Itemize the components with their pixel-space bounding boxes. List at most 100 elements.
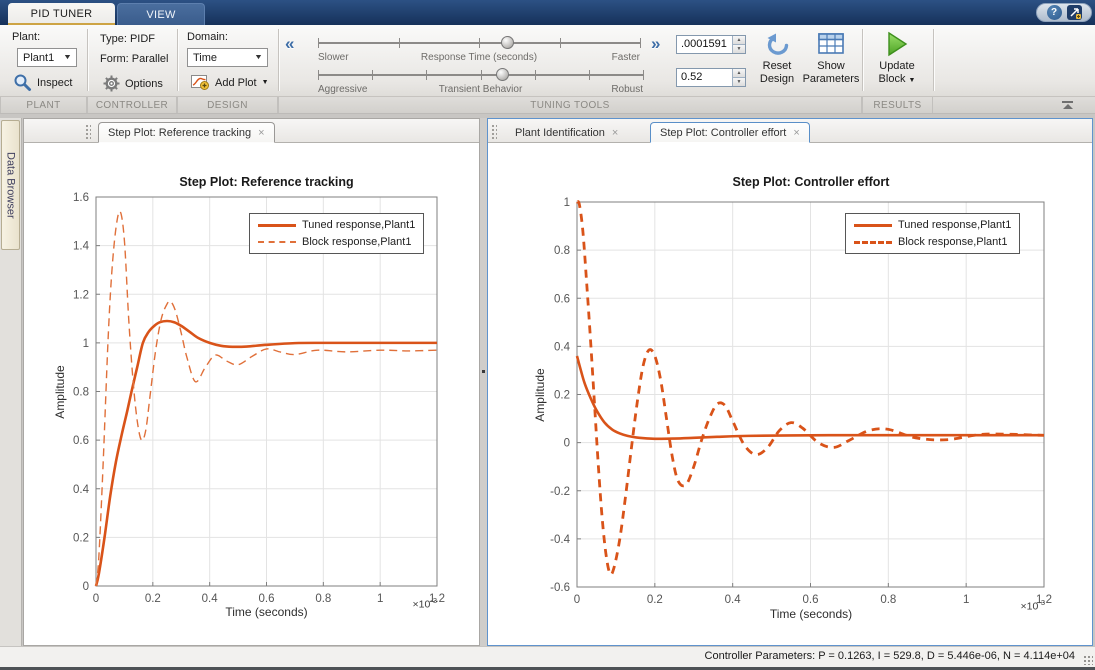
- svg-text:0.4: 0.4: [725, 594, 742, 606]
- ribbon-section-captions: PLANT CONTROLLER DESIGN TUNING TOOLS RES…: [0, 97, 1095, 114]
- options-button[interactable]: Options: [103, 75, 163, 92]
- domain-dropdown[interactable]: Time ▼: [187, 48, 268, 67]
- slider-increase-chevron[interactable]: »: [651, 34, 661, 53]
- plant-dropdown[interactable]: Plant1 ▼: [17, 48, 77, 67]
- svg-text:0.6: 0.6: [803, 594, 819, 606]
- svg-text:1: 1: [377, 593, 383, 605]
- controller-form: Form: Parallel: [100, 53, 169, 65]
- spinner-up-icon[interactable]: ▲: [733, 36, 745, 45]
- chevron-down-icon: ▼: [908, 77, 916, 84]
- close-icon[interactable]: ×: [611, 126, 619, 139]
- tab-view-label: VIEW: [146, 8, 176, 21]
- svg-text:1: 1: [564, 197, 570, 209]
- slider-handle[interactable]: [496, 68, 510, 81]
- show-parameters-button[interactable]: Show Parameters: [800, 31, 862, 86]
- svg-text:0.2: 0.2: [145, 593, 161, 605]
- slider-label-response-time: Response Time (seconds): [420, 52, 538, 63]
- drag-grip-icon[interactable]: [85, 124, 91, 139]
- panel-reference-tracking: Step Plot: Reference tracking × 0 0.2 0.4 0…: [23, 118, 480, 646]
- svg-text:0: 0: [83, 581, 89, 593]
- svg-text:-0.4: -0.4: [550, 534, 570, 546]
- close-icon[interactable]: ×: [258, 126, 265, 139]
- reference-tracking-plot[interactable]: 0 0.2 0.4 0.6 0.8 1 1.2 0 0.2 0.4 0.6 0.8 1 1.2 1.4 1.6: [24, 143, 479, 645]
- gear-icon: [103, 75, 120, 92]
- ribbon-toolstrip: Plant: Plant1 ▼ Inspect Type: PIDF Form:…: [0, 25, 1095, 97]
- svg-text:0.4: 0.4: [202, 593, 219, 605]
- response-time-value[interactable]: .0001591: [681, 38, 727, 50]
- transient-behavior-value[interactable]: 0.52: [681, 71, 703, 83]
- chevron-down-icon: ▼: [254, 54, 264, 61]
- tab-pid-tuner[interactable]: PID TUNER: [8, 3, 115, 25]
- right-panel-tabbar: Plant Identification × Step Plot: Contro…: [488, 119, 1092, 143]
- svg-text:0.6: 0.6: [554, 293, 570, 305]
- data-browser-header[interactable]: Data Browser: [1, 120, 20, 250]
- controller-effort-plot[interactable]: 0 0.2 0.4 0.6 0.8 1 1.2 -0.6 -0.4 -0.2 0 0.2 0.4 0.6 0…: [488, 143, 1092, 645]
- legend-item-block: Block response,Plant1: [854, 236, 1011, 248]
- caption-tuning-tools: TUNING TOOLS: [278, 97, 862, 113]
- help-icon[interactable]: ?: [1046, 5, 1062, 20]
- tab-plant-identification[interactable]: Plant Identification ×: [515, 126, 619, 139]
- slider-label-robust: Robust: [611, 84, 643, 95]
- transient-behavior-slider[interactable]: [318, 65, 644, 91]
- panel-splitter[interactable]: [480, 118, 487, 646]
- add-plot-button[interactable]: Add Plot ▼: [191, 75, 269, 90]
- update-block-button[interactable]: Update Block ▼: [866, 31, 928, 87]
- data-browser-strip: Data Browser: [0, 118, 22, 646]
- caption-results: RESULTS: [862, 97, 933, 113]
- tab-view[interactable]: VIEW: [117, 3, 205, 25]
- slider-label-aggressive: Aggressive: [318, 84, 368, 95]
- svg-text:1: 1: [83, 338, 89, 350]
- svg-text:-0.6: -0.6: [550, 582, 570, 594]
- collapse-ribbon-icon[interactable]: [1062, 101, 1073, 110]
- slider-handle[interactable]: [500, 36, 514, 49]
- spinner-down-icon[interactable]: ▼: [733, 45, 745, 53]
- y-axis-label: Amplitude: [533, 368, 547, 422]
- svg-text:1.2: 1.2: [429, 593, 445, 605]
- chevron-down-icon: ▼: [63, 54, 73, 61]
- svg-text:0.6: 0.6: [259, 593, 275, 605]
- slider-decrease-chevron[interactable]: «: [285, 34, 295, 53]
- svg-text:0.8: 0.8: [73, 387, 89, 399]
- plant-label: Plant:: [12, 31, 41, 43]
- svg-text:0.2: 0.2: [73, 532, 89, 544]
- domain-label: Domain:: [187, 31, 228, 43]
- svg-text:0.2: 0.2: [647, 594, 663, 606]
- controller-effort-chart-area: 0 0.2 0.4 0.6 0.8 1 1.2 -0.6 -0.4 -0.2 0 0.2 0.4 0.6 0…: [488, 143, 1092, 645]
- caption-design: DESIGN: [177, 97, 278, 113]
- x-axis-exponent: ×10-3: [412, 596, 437, 611]
- close-icon[interactable]: ×: [793, 126, 800, 139]
- splitter-handle-icon: [482, 370, 485, 373]
- svg-text:1.2: 1.2: [73, 289, 89, 301]
- tab-step-plot-reference-tracking[interactable]: Step Plot: Reference tracking ×: [98, 122, 275, 143]
- svg-text:0.2: 0.2: [554, 390, 570, 402]
- chevron-down-icon: ▼: [261, 79, 269, 86]
- legend[interactable]: Tuned response,Plant1 Block response,Pla…: [845, 213, 1021, 254]
- spinner-up-icon[interactable]: ▲: [733, 69, 745, 78]
- transient-behavior-spinner[interactable]: 0.52 ▲ ▼: [676, 68, 746, 87]
- new-window-icon[interactable]: [1066, 5, 1082, 20]
- resize-grip-icon[interactable]: [1083, 655, 1093, 665]
- slider-label-transient: Transient Behavior: [438, 84, 523, 95]
- drag-grip-icon[interactable]: [491, 124, 497, 139]
- inspect-button[interactable]: Inspect: [13, 73, 72, 92]
- window-bottom-edge: [0, 667, 1095, 670]
- slider-label-slower: Slower: [318, 52, 349, 63]
- x-axis-label: Time (seconds): [769, 607, 853, 621]
- add-plot-icon: [191, 75, 209, 90]
- caption-plant: PLANT: [0, 97, 87, 113]
- panel-controller-effort: Plant Identification × Step Plot: Contro…: [487, 118, 1093, 646]
- spinner-down-icon[interactable]: ▼: [733, 78, 745, 86]
- legend-dashed-line: [258, 241, 296, 243]
- legend-dashed-line: [854, 240, 892, 244]
- chart-title: Step Plot: Controller effort: [732, 175, 890, 189]
- legend[interactable]: Tuned response,Plant1 Block response,Pla…: [249, 213, 425, 254]
- response-time-slider[interactable]: [318, 33, 641, 59]
- response-time-spinner[interactable]: .0001591 ▲ ▼: [676, 35, 746, 54]
- tab-pid-tuner-label: PID TUNER: [30, 8, 93, 20]
- caption-controller: CONTROLLER: [87, 97, 177, 113]
- y-axis-label: Amplitude: [53, 365, 67, 419]
- workspace: Data Browser Step Plot: Reference tracki…: [0, 114, 1095, 646]
- reset-design-button[interactable]: Reset Design: [754, 31, 800, 86]
- tab-step-plot-controller-effort[interactable]: Step Plot: Controller effort ×: [650, 122, 810, 143]
- svg-text:0: 0: [93, 593, 99, 605]
